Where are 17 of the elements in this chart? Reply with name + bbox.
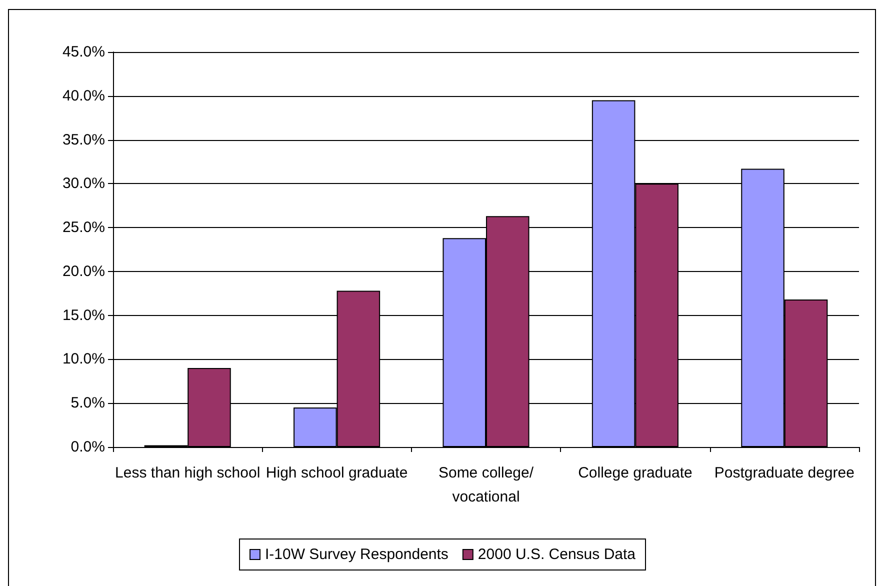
x-tick-label: Less than high school — [115, 464, 260, 482]
x-tick-label: Some college/vocational — [438, 464, 534, 506]
x-tick-label: High school graduate — [266, 464, 408, 482]
y-tick-label: 5.0% — [70, 394, 105, 412]
legend-label: I-10W Survey Respondents — [264, 546, 448, 563]
y-tick-label: 40.0% — [62, 87, 105, 104]
y-tick-label: 35.0% — [62, 131, 105, 148]
y-tick-label: 25.0% — [62, 219, 105, 236]
y-tick-label: 45.0% — [62, 44, 105, 60]
legend-label: 2000 U.S. Census Data — [478, 546, 636, 563]
y-tick-label: 0.0% — [70, 438, 105, 456]
y-tick-label: 20.0% — [62, 262, 105, 280]
y-tick-label: 15.0% — [62, 306, 105, 324]
x-tick-label: College graduate — [578, 464, 692, 482]
y-tick-label: 30.0% — [62, 175, 105, 192]
x-tick-label: Postgraduate degree — [714, 464, 854, 482]
y-tick-label: 10.0% — [62, 350, 105, 368]
